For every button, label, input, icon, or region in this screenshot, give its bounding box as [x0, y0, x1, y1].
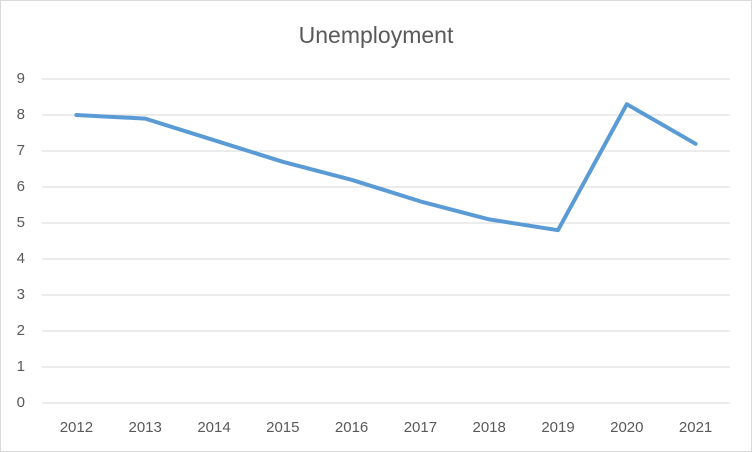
- x-tick-label: 2013: [129, 419, 162, 436]
- x-tick-label: 2018: [473, 419, 506, 436]
- x-tick-label: 2015: [266, 419, 299, 436]
- y-tick-label: 7: [17, 142, 25, 159]
- x-tick-label: 2016: [335, 419, 368, 436]
- y-tick-label: 5: [17, 214, 25, 231]
- x-tick-label: 2021: [679, 419, 712, 436]
- x-tick-label: 2012: [60, 419, 93, 436]
- y-tick-label: 6: [17, 178, 25, 195]
- y-tick-label: 8: [17, 106, 25, 123]
- y-tick-label: 4: [17, 250, 25, 267]
- y-tick-label: 3: [17, 286, 25, 303]
- x-tick-label: 2014: [197, 419, 230, 436]
- x-tick-label: 2017: [404, 419, 437, 436]
- y-tick-label: 1: [17, 358, 25, 375]
- y-tick-label: 2: [17, 322, 25, 339]
- x-tick-label: 2020: [610, 419, 643, 436]
- chart-title: Unemployment: [299, 22, 454, 48]
- y-tick-label: 9: [17, 70, 25, 87]
- y-tick-label: 0: [17, 394, 25, 411]
- data-line: [74, 102, 698, 233]
- x-tick-label: 2019: [541, 419, 574, 436]
